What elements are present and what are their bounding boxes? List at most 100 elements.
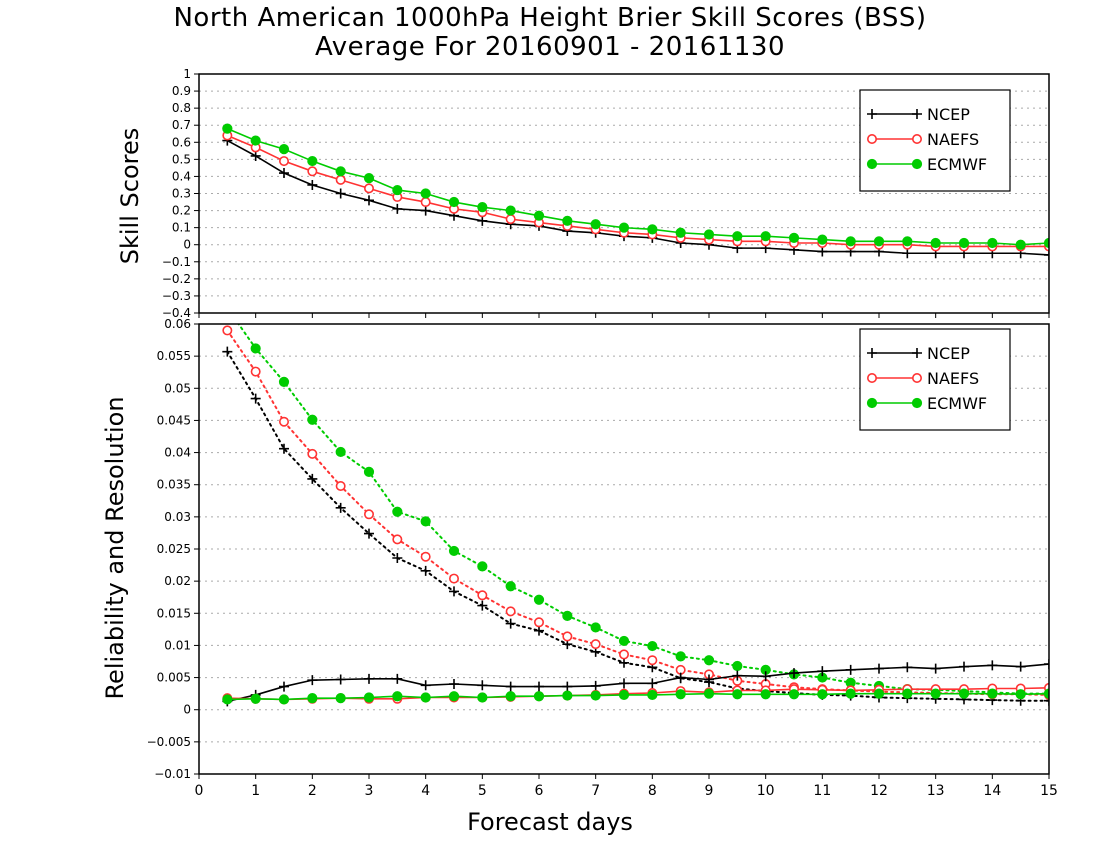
- data-point: [392, 553, 403, 563]
- data-point: [477, 692, 488, 703]
- data-point: [335, 188, 346, 199]
- x-tick-label: 15: [1040, 783, 1058, 799]
- y-tick-label: −0.01: [154, 767, 191, 781]
- x-tick-label: 3: [365, 783, 374, 799]
- data-point: [448, 545, 460, 557]
- data-point: [335, 693, 346, 704]
- data-point: [789, 668, 799, 679]
- data-point: [222, 123, 233, 134]
- data-point: [392, 203, 403, 214]
- data-point: [817, 246, 828, 257]
- y-tick-label: −0.3: [162, 289, 191, 303]
- data-point: [533, 594, 545, 605]
- data-point: [1015, 661, 1026, 672]
- legend-label: NAEFS: [927, 369, 979, 388]
- data-point: [1043, 237, 1049, 249]
- series-ecmwf-solid: [222, 123, 1049, 250]
- data-point: [704, 674, 714, 685]
- y-tick-label: 0.5: [172, 152, 191, 166]
- x-tick-label: 6: [535, 783, 544, 799]
- data-point: [392, 691, 403, 702]
- legend: NCEP NAEFS ECMWF: [859, 89, 1011, 192]
- legend-label: NCEP: [927, 105, 970, 124]
- data-point: [1044, 249, 1049, 260]
- data-point: [449, 586, 459, 597]
- legend: NCEP NAEFS ECMWF: [859, 328, 1011, 431]
- data-point: [279, 168, 289, 179]
- data-point: [1043, 688, 1049, 699]
- data-point: [902, 248, 913, 259]
- y-tick-label: 0.05: [164, 381, 191, 395]
- plot-frame: [198, 323, 1050, 775]
- data-point: [477, 600, 488, 611]
- data-point: [760, 231, 771, 242]
- data-point: [364, 195, 374, 206]
- y-tick-label: 0.1: [172, 221, 191, 235]
- x-tick-label: 4: [421, 783, 430, 799]
- data-point: [703, 655, 715, 666]
- y-tick-label: 0.2: [172, 204, 191, 218]
- x-tick-label: 14: [983, 783, 1001, 799]
- data-point: [335, 674, 346, 685]
- legend-marker: [911, 397, 923, 409]
- y-tick-label: 0.015: [157, 606, 191, 620]
- data-point: [420, 680, 431, 691]
- panel-top: −0.4 −0.3 −0.2 −0.1 0 0.1 0.2 0.3 0.4 0.5 0.6 0.7 0.…: [162, 67, 1050, 320]
- y-tick-label: 0.6: [172, 135, 191, 149]
- data-point: [222, 694, 233, 705]
- data-point: [278, 416, 289, 427]
- legend-box: [859, 328, 1011, 431]
- data-point: [364, 673, 374, 684]
- data-point: [619, 678, 629, 689]
- legend-marker: [911, 158, 923, 170]
- y-tick-label: 0.4: [172, 169, 191, 183]
- y-tick-label: −0.2: [162, 272, 191, 286]
- series-line: [226, 350, 1049, 702]
- panel-bottom: −0.01 −0.005 0 0.005 0.01 0.015 0.02 0.025 0.03 0…: [147, 317, 1058, 799]
- data-point: [1015, 689, 1026, 700]
- data-point: [505, 606, 516, 617]
- y-tick-label: 0: [183, 703, 191, 717]
- data-point: [533, 210, 545, 221]
- data-point: [675, 227, 686, 238]
- data-point: [335, 480, 346, 491]
- data-point: [562, 631, 573, 642]
- data-point: [902, 662, 913, 673]
- data-point: [477, 202, 488, 213]
- data-point: [307, 675, 318, 686]
- data-point: [1015, 239, 1026, 250]
- data-point: [392, 673, 403, 684]
- data-point: [732, 231, 743, 242]
- data-point: [817, 234, 828, 245]
- legend-marker: [911, 372, 922, 383]
- chart-title-line2: Average For 20160901 - 20161130: [314, 32, 785, 62]
- legend-marker: [866, 372, 877, 383]
- legend-marker: [912, 348, 922, 358]
- data-point: [250, 366, 261, 377]
- data-point: [222, 346, 233, 357]
- data-point: [363, 466, 375, 477]
- data-point: [448, 196, 460, 208]
- data-point: [477, 680, 488, 691]
- data-point: [590, 680, 601, 691]
- data-point: [392, 184, 403, 196]
- plot-frame: [198, 73, 1050, 314]
- data-point: [307, 448, 318, 459]
- data-point: [647, 655, 658, 666]
- data-point: [647, 224, 658, 235]
- y-tick-label: 0.7: [172, 118, 191, 132]
- data-point: [477, 561, 488, 572]
- legend-label: NCEP: [927, 344, 970, 363]
- data-point: [1044, 659, 1049, 670]
- data-point: [533, 691, 545, 702]
- data-point: [874, 663, 884, 674]
- data-point: [307, 166, 318, 177]
- data-point: [987, 237, 998, 249]
- x-tick-label: 10: [757, 783, 775, 799]
- data-point: [902, 688, 913, 699]
- data-point: [505, 691, 516, 702]
- x-tick-label: 7: [591, 783, 600, 799]
- y-tick-label: 1: [183, 67, 191, 81]
- x-tick-label: 8: [648, 783, 657, 799]
